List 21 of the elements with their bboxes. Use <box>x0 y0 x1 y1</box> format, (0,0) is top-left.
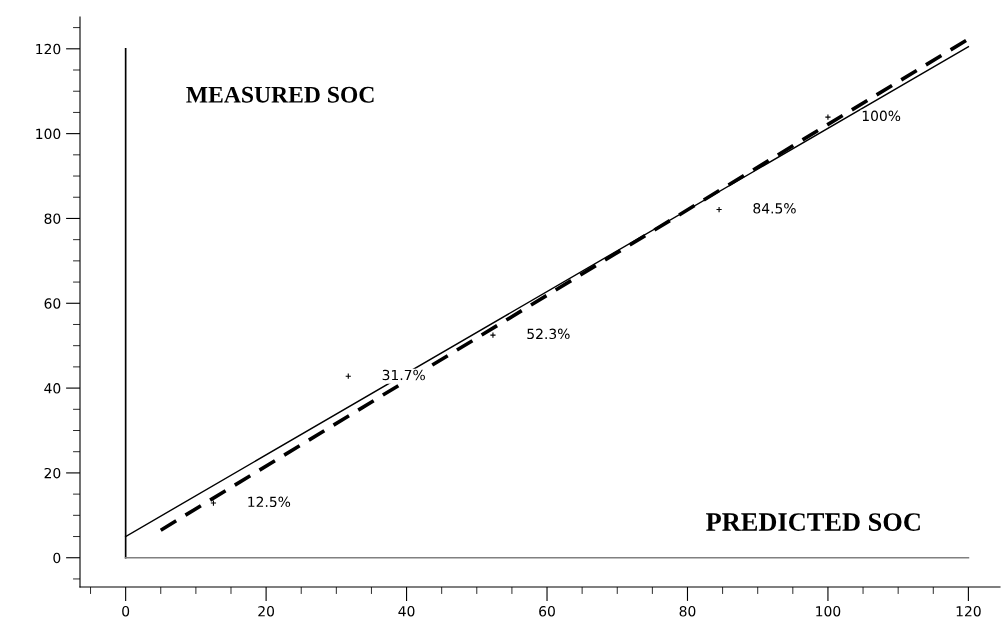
y-tick-label: 80 <box>44 213 61 224</box>
annotation: 12.5% <box>248 496 291 508</box>
y-tick-label: 20 <box>44 467 61 479</box>
x-tick-label: 20 <box>258 606 275 617</box>
x-tick-label: 100 <box>816 606 841 617</box>
annotation: 52.3% <box>527 328 570 340</box>
x-tick-label: 80 <box>679 606 696 617</box>
annotation: 31.7% <box>382 369 425 381</box>
annotation: 84.5% <box>753 203 796 214</box>
x-tick-label: 120 <box>956 606 981 617</box>
y-tick-label: 120 <box>36 43 61 55</box>
y-axis-title: MEASURED SOC <box>186 86 374 103</box>
x-tick-label: 40 <box>398 606 415 617</box>
y-tick-label: 100 <box>36 128 61 140</box>
y-tick-label: 0 <box>53 552 61 564</box>
x-tick-label: 60 <box>539 606 555 617</box>
x-tick-label: 0 <box>122 606 130 617</box>
y-tick-label: 60 <box>44 298 61 309</box>
annotation: 100% <box>862 110 901 122</box>
x-axis-title: PREDICTED SOC <box>706 513 920 531</box>
y-tick-label: 40 <box>44 383 61 394</box>
